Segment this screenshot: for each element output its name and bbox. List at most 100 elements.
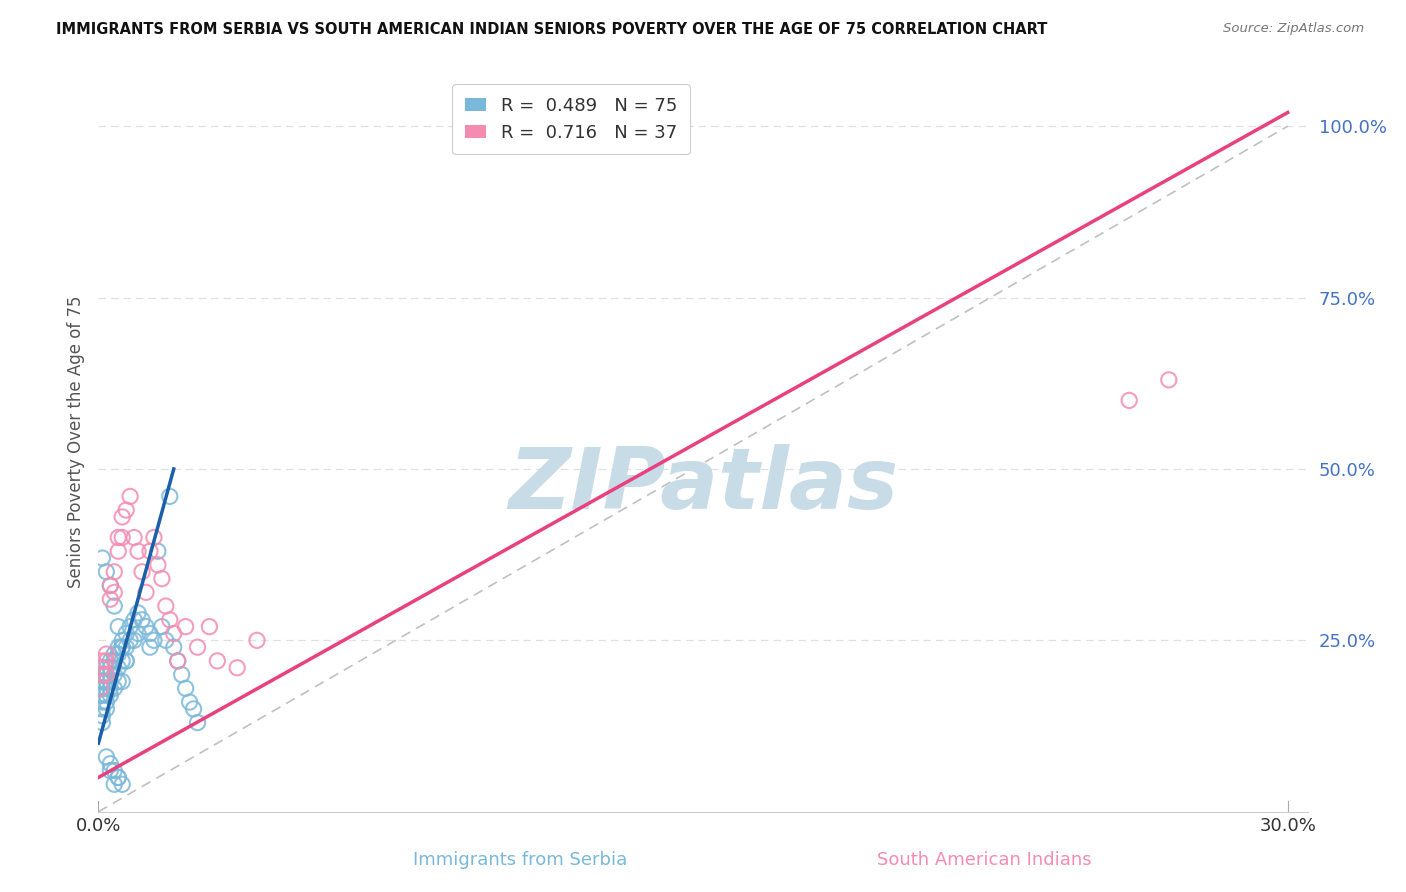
Point [170, 667, 193, 681]
Point [111, 674, 134, 689]
Point [107, 544, 129, 558]
Point [107, 661, 129, 675]
Point [246, 633, 269, 648]
Point [131, 613, 153, 627]
Point [159, 489, 181, 503]
Point [166, 654, 188, 668]
Point [91, 681, 114, 696]
Point [107, 647, 129, 661]
Point [91, 688, 114, 702]
Point [142, 531, 165, 545]
Point [98, 674, 121, 689]
Point [163, 626, 186, 640]
Point [120, 633, 142, 648]
Point [186, 640, 208, 655]
Text: South American Indians: South American Indians [877, 851, 1091, 869]
Point [1118, 393, 1140, 408]
Point [96, 667, 118, 681]
Point [103, 585, 125, 599]
Point [96, 661, 118, 675]
Point [139, 626, 162, 640]
Point [103, 647, 125, 661]
Point [89, 688, 111, 702]
Point [98, 667, 121, 681]
Point [93, 667, 115, 681]
Point [111, 640, 134, 655]
Point [207, 654, 229, 668]
Point [135, 585, 157, 599]
Point [120, 619, 142, 633]
Point [103, 681, 125, 696]
Point [120, 489, 142, 503]
Y-axis label: Seniors Poverty Over the Age of 75: Seniors Poverty Over the Age of 75 [66, 295, 84, 588]
Point [127, 606, 149, 620]
Point [91, 674, 114, 689]
Point [186, 715, 208, 730]
Point [179, 695, 201, 709]
Point [131, 565, 153, 579]
Text: Immigrants from Serbia: Immigrants from Serbia [413, 851, 627, 869]
Point [103, 565, 125, 579]
Point [103, 667, 125, 681]
Point [98, 578, 121, 592]
Point [115, 503, 138, 517]
Point [150, 619, 173, 633]
Point [91, 661, 114, 675]
Point [111, 633, 134, 648]
Text: ZIPatlas: ZIPatlas [508, 444, 898, 527]
Point [96, 688, 118, 702]
Point [198, 619, 221, 633]
Point [107, 640, 129, 655]
Point [107, 771, 129, 785]
Legend: R =  0.489   N = 75, R =  0.716   N = 37: R = 0.489 N = 75, R = 0.716 N = 37 [453, 84, 690, 154]
Point [107, 619, 129, 633]
Point [96, 565, 118, 579]
Point [91, 715, 114, 730]
Point [96, 654, 118, 668]
Point [98, 592, 121, 607]
Point [91, 702, 114, 716]
Point [111, 777, 134, 791]
Point [91, 551, 114, 566]
Point [107, 771, 129, 785]
Point [91, 667, 114, 681]
Point [96, 674, 118, 689]
Point [150, 572, 173, 586]
Point [107, 531, 129, 545]
Point [115, 626, 138, 640]
Point [91, 667, 114, 681]
Point [98, 688, 121, 702]
Point [96, 681, 118, 696]
Point [146, 558, 169, 572]
Point [159, 613, 181, 627]
Point [96, 750, 118, 764]
Point [103, 777, 125, 791]
Point [98, 578, 121, 592]
Point [103, 764, 125, 778]
Point [96, 695, 118, 709]
Point [139, 544, 162, 558]
Point [142, 633, 165, 648]
Point [127, 626, 149, 640]
Text: IMMIGRANTS FROM SERBIA VS SOUTH AMERICAN INDIAN SENIORS POVERTY OVER THE AGE OF : IMMIGRANTS FROM SERBIA VS SOUTH AMERICAN… [56, 22, 1047, 37]
Point [122, 613, 145, 627]
Point [91, 708, 114, 723]
Point [89, 681, 111, 696]
Point [146, 544, 169, 558]
Point [96, 647, 118, 661]
Text: Source: ZipAtlas.com: Source: ZipAtlas.com [1223, 22, 1364, 36]
Point [98, 681, 121, 696]
Point [111, 531, 134, 545]
Point [111, 510, 134, 524]
Point [127, 544, 149, 558]
Point [111, 640, 134, 655]
Point [115, 654, 138, 668]
Point [98, 756, 121, 771]
Point [155, 633, 177, 648]
Point [107, 674, 129, 689]
Point [174, 681, 197, 696]
Point [183, 702, 205, 716]
Point [139, 640, 162, 655]
Point [98, 661, 121, 675]
Point [91, 654, 114, 668]
